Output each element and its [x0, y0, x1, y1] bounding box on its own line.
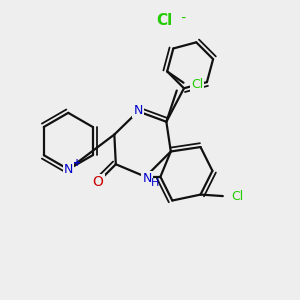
Text: O: O: [92, 175, 104, 189]
Text: N: N: [142, 172, 152, 185]
Text: -: -: [177, 11, 187, 25]
Text: N: N: [64, 163, 73, 176]
Text: Cl: Cl: [231, 190, 243, 202]
Text: H: H: [151, 178, 159, 188]
Text: Cl: Cl: [191, 78, 203, 91]
Text: +: +: [73, 158, 81, 168]
Text: Cl: Cl: [156, 13, 172, 28]
Text: N: N: [134, 104, 143, 117]
